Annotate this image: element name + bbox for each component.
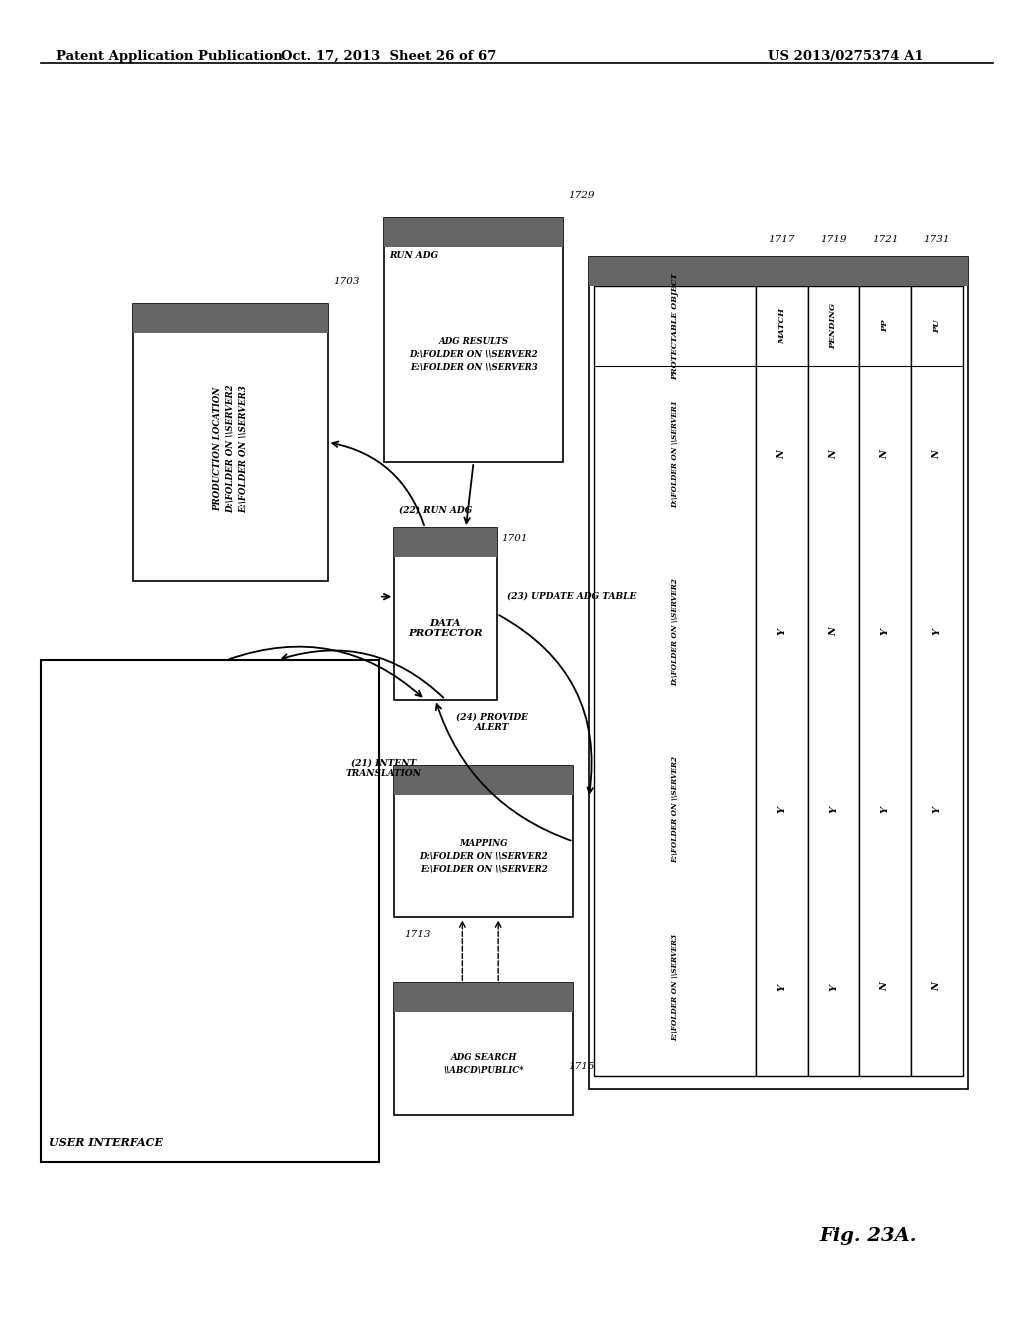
Text: N: N xyxy=(829,450,838,459)
Text: N: N xyxy=(881,982,890,991)
Text: DATA
PROTECTOR: DATA PROTECTOR xyxy=(409,619,482,638)
Bar xyxy=(41,660,379,1162)
Text: Y: Y xyxy=(932,807,941,813)
Bar xyxy=(133,304,328,581)
Text: ADG RESULTS
D:\FOLDER ON \\SERVER2
E:\FOLDER ON \\SERVER3: ADG RESULTS D:\FOLDER ON \\SERVER2 E:\FO… xyxy=(410,338,538,371)
Text: Y: Y xyxy=(777,807,786,813)
Text: MAPPING
D:\FOLDER ON \\SERVER2
E:\FOLDER ON \\SERVER2: MAPPING D:\FOLDER ON \\SERVER2 E:\FOLDER… xyxy=(420,840,548,873)
Text: E:\FOLDER ON \\SERVER3: E:\FOLDER ON \\SERVER3 xyxy=(671,933,679,1040)
Text: 1717: 1717 xyxy=(769,235,796,244)
Text: PRODUCTION LOCATION
D:\FOLDER ON \\SERVER2
E:\FOLDER ON \\SERVER3: PRODUCTION LOCATION D:\FOLDER ON \\SERVE… xyxy=(213,384,248,513)
Bar xyxy=(394,983,573,1115)
Text: Y: Y xyxy=(932,628,941,635)
Text: N: N xyxy=(829,627,838,636)
Bar xyxy=(394,528,497,700)
Text: N: N xyxy=(777,450,786,459)
Bar xyxy=(384,218,563,462)
Text: D:\FOLDER ON \\SERVER2: D:\FOLDER ON \\SERVER2 xyxy=(671,578,679,686)
Text: MATCH: MATCH xyxy=(778,308,786,345)
Text: E:\FOLDER ON \\SERVER2: E:\FOLDER ON \\SERVER2 xyxy=(671,756,679,863)
Text: 1731: 1731 xyxy=(924,235,950,244)
Text: (23) UPDATE ADG TABLE: (23) UPDATE ADG TABLE xyxy=(507,591,636,601)
Text: N: N xyxy=(932,450,941,459)
Text: 1713: 1713 xyxy=(404,931,431,940)
Text: N: N xyxy=(932,982,941,991)
Text: D:\FOLDER ON \\SERVER1: D:\FOLDER ON \\SERVER1 xyxy=(671,400,679,508)
Text: PP: PP xyxy=(881,319,889,333)
Bar xyxy=(589,257,968,1089)
Text: Y: Y xyxy=(777,628,786,635)
Bar xyxy=(394,528,497,557)
Text: Y: Y xyxy=(777,983,786,990)
Text: Y: Y xyxy=(881,807,890,813)
Bar xyxy=(394,766,573,795)
Text: Y: Y xyxy=(881,628,890,635)
Bar xyxy=(808,286,859,1076)
Text: US 2013/0275374 A1: US 2013/0275374 A1 xyxy=(768,50,924,63)
Bar xyxy=(394,766,573,917)
Bar xyxy=(133,304,328,333)
Text: RUN ADG: RUN ADG xyxy=(389,251,438,260)
Text: Patent Application Publication: Patent Application Publication xyxy=(56,50,283,63)
Text: 1719: 1719 xyxy=(820,235,847,244)
Text: 1701: 1701 xyxy=(502,535,528,544)
Bar xyxy=(589,257,968,286)
Text: (24) PROVIDE
ALERT: (24) PROVIDE ALERT xyxy=(456,713,527,733)
Text: (22) RUN ADG: (22) RUN ADG xyxy=(399,506,473,515)
Text: 1715: 1715 xyxy=(568,1063,595,1072)
Text: 1729: 1729 xyxy=(568,191,595,201)
Bar xyxy=(384,218,563,247)
Text: PENDING: PENDING xyxy=(829,304,838,348)
Text: ADG SEARCH
\\ABCD\PUBLIC*: ADG SEARCH \\ABCD\PUBLIC* xyxy=(443,1053,524,1074)
Bar xyxy=(756,286,808,1076)
Text: PROTECTABLE OBJECT: PROTECTABLE OBJECT xyxy=(671,272,679,380)
Text: N: N xyxy=(881,450,890,459)
Text: Oct. 17, 2013  Sheet 26 of 67: Oct. 17, 2013 Sheet 26 of 67 xyxy=(282,50,497,63)
Text: Y: Y xyxy=(829,807,838,813)
Bar xyxy=(594,286,756,1076)
Text: USER INTERFACE: USER INTERFACE xyxy=(49,1138,163,1148)
Bar xyxy=(911,286,963,1076)
Text: PU: PU xyxy=(933,319,941,333)
Text: 1721: 1721 xyxy=(871,235,898,244)
Bar xyxy=(859,286,911,1076)
Text: Fig. 23A.: Fig. 23A. xyxy=(819,1226,916,1245)
Text: (21) INTENT
TRANSLATION: (21) INTENT TRANSLATION xyxy=(346,759,422,779)
Text: 1703: 1703 xyxy=(333,277,359,286)
Bar xyxy=(394,983,573,1012)
Text: Y: Y xyxy=(829,983,838,990)
